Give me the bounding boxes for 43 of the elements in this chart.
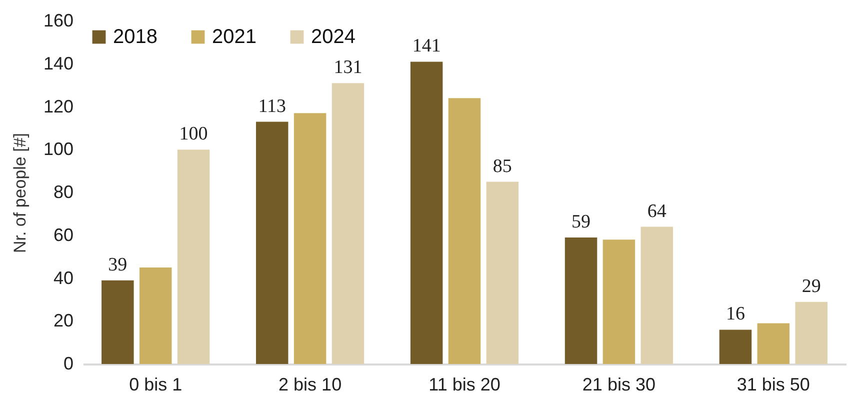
legend-label: 2024 bbox=[311, 26, 356, 48]
x-tick-label: 31 bis 50 bbox=[736, 374, 810, 394]
x-tick-label: 0 bis 1 bbox=[129, 374, 182, 394]
y-tick-label: 160 bbox=[43, 10, 74, 30]
bar bbox=[139, 268, 172, 364]
bar bbox=[102, 280, 134, 364]
y-tick-label: 0 bbox=[63, 354, 74, 374]
data-label: 131 bbox=[334, 57, 362, 78]
data-label: 64 bbox=[647, 200, 667, 222]
bar bbox=[757, 323, 790, 364]
x-tick-label: 21 bis 30 bbox=[582, 374, 656, 394]
bar bbox=[448, 98, 481, 364]
bar bbox=[719, 330, 752, 364]
bar bbox=[177, 150, 210, 364]
data-label: 39 bbox=[108, 254, 128, 276]
data-label: 113 bbox=[258, 96, 286, 117]
data-label: 85 bbox=[492, 156, 512, 177]
data-label: 100 bbox=[179, 124, 208, 145]
bar bbox=[410, 62, 443, 364]
data-label: 141 bbox=[412, 36, 441, 57]
y-tick-label: 80 bbox=[53, 182, 74, 202]
y-tick-label: 100 bbox=[43, 139, 74, 160]
bar bbox=[332, 83, 364, 364]
y-tick-label: 40 bbox=[53, 268, 74, 288]
data-label: 29 bbox=[802, 276, 821, 297]
y-tick-label: 20 bbox=[53, 310, 74, 331]
y-axis-title: Nr. of people [#] bbox=[10, 132, 30, 254]
bar bbox=[256, 122, 288, 364]
bar bbox=[486, 182, 519, 364]
y-tick-label: 120 bbox=[43, 96, 74, 116]
bar bbox=[564, 238, 598, 364]
bar bbox=[640, 226, 674, 364]
legend-label: 2021 bbox=[212, 26, 256, 48]
x-tick-label: 11 bis 20 bbox=[428, 374, 500, 394]
x-tick-label: 2 bis 10 bbox=[278, 374, 342, 394]
bar bbox=[294, 113, 326, 364]
data-label: 16 bbox=[726, 304, 745, 325]
y-tick-label: 60 bbox=[53, 224, 74, 245]
bar bbox=[602, 240, 636, 364]
bar bbox=[795, 302, 828, 364]
data-label: 59 bbox=[572, 212, 591, 233]
y-tick-label: 140 bbox=[43, 53, 74, 74]
legend-label: 2018 bbox=[113, 26, 158, 48]
